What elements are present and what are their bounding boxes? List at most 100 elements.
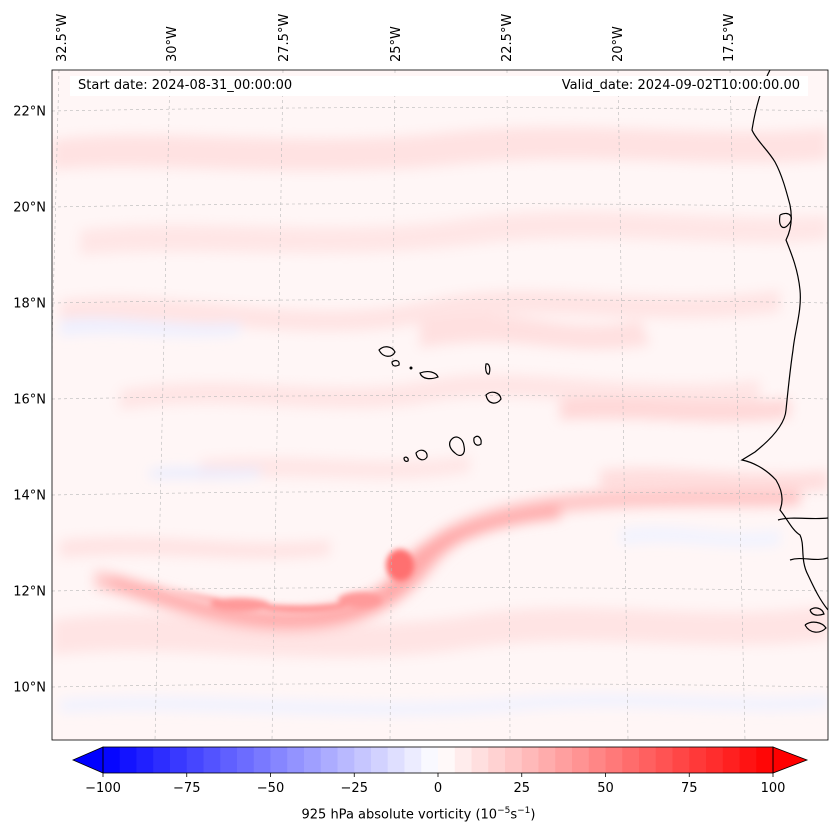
bijagos-islands [804, 621, 827, 633]
colorbar-tick-label: 25 [513, 781, 530, 796]
colorbar-level [438, 747, 456, 773]
colorbar-level [371, 747, 389, 773]
cape-verde-sal [485, 363, 491, 375]
colorbar-level [203, 747, 221, 773]
colorbar-tick-label: 75 [681, 781, 698, 796]
colorbar-level [119, 747, 138, 773]
colorbar-level [689, 747, 707, 773]
colorbar-level [672, 747, 690, 773]
lon-label: 25°W [389, 26, 404, 62]
longitude-labels: 32.5°W 30°W 27.5°W 25°W 22.5°W 20°W 17.5… [55, 14, 737, 62]
colorbar-level [237, 747, 255, 773]
vorticity-core [150, 549, 414, 612]
lat-label: 12°N [13, 585, 46, 600]
colorbar-tick-label: 0 [434, 781, 442, 796]
lon-label: 17.5°W [722, 14, 737, 62]
colorbar-level [505, 747, 523, 773]
colorbar-level [555, 747, 573, 773]
colorbar-level [588, 747, 607, 773]
cape-verde-fogo [415, 449, 428, 461]
lon-label: 22.5°W [500, 14, 515, 62]
lat-label: 20°N [13, 201, 46, 216]
colorbar-level [354, 747, 372, 773]
lat-label: 14°N [13, 489, 46, 504]
cape-verde-boa-vista [485, 391, 502, 404]
colorbar-levels [103, 747, 774, 773]
colorbar-label-suffix: ) [530, 807, 536, 823]
cape-verde-santo-antao [378, 346, 396, 357]
colorbar-level [421, 747, 439, 773]
colorbar-level [287, 747, 305, 773]
vorticity-streak [95, 488, 800, 633]
lon-label: 20°W [611, 26, 626, 62]
colorbar-level [454, 747, 473, 773]
colorbar-level [387, 747, 406, 773]
lon-label: 32.5°W [55, 14, 70, 62]
colorbar-tick-label: 100 [761, 781, 786, 796]
coast-inlet-north [779, 212, 792, 229]
colorbar-level [622, 747, 640, 773]
colorbar-tick-label: 50 [597, 781, 614, 796]
africa-coastline [740, 70, 828, 611]
colorbar-level [655, 747, 674, 773]
colorbar-label-exponent-1: −5 [497, 806, 511, 816]
colorbar-level [153, 747, 171, 773]
colorbar-level [270, 747, 288, 773]
lon-label: 27.5°W [277, 14, 292, 62]
colorbar-level [722, 747, 741, 773]
colorbar-level [605, 747, 623, 773]
colorbar-level [706, 747, 724, 773]
graticule [52, 70, 828, 740]
colorbar-label: 925 hPa absolute vorticity (10−5s−1) [0, 806, 837, 822]
colorbar-level [471, 747, 489, 773]
map-panel [52, 70, 828, 740]
colorbar-min-extend [71, 746, 104, 774]
cape-verde-sao-nicolau [419, 371, 439, 380]
lat-label: 18°N [13, 297, 46, 312]
colorbar-tick-label: −50 [257, 781, 284, 796]
colorbar-level [404, 747, 422, 773]
colorbar-level [186, 747, 205, 773]
start-date-label: Start date: 2024-08-31_00:00:00 [78, 78, 293, 93]
colorbar-level [253, 747, 272, 773]
lat-label: 16°N [13, 393, 46, 408]
colorbar-max-extend [772, 746, 809, 774]
colorbar-level [639, 747, 657, 773]
colorbar-level [572, 747, 590, 773]
cape-verde-maio [473, 435, 482, 446]
cape-verde-brava [403, 456, 409, 462]
colorbar-label-prefix: 925 hPa absolute vorticity (10 [301, 807, 498, 823]
cape-verde-sao-vicente [391, 359, 400, 367]
colorbar-ticks: −100 −75 −50 −25 0 25 50 75 100 [85, 773, 785, 796]
colorbar-level [103, 747, 121, 773]
colorbar-level [320, 747, 339, 773]
lon-label: 30°W [165, 26, 180, 62]
colorbar-tick-label: −75 [173, 781, 200, 796]
colorbar-level [521, 747, 540, 773]
latitude-labels: 22°N 20°N 18°N 16°N 14°N 12°N 10°N [13, 105, 46, 696]
colorbar: −100 −75 −50 −25 0 25 50 75 100 [71, 746, 809, 796]
colorbar-level [304, 747, 322, 773]
bijagos-islands-2 [809, 607, 825, 616]
colorbar-level [488, 747, 506, 773]
colorbar-level [337, 747, 355, 773]
colorbar-level [170, 747, 188, 773]
colorbar-label-unit: s [510, 807, 518, 823]
colorbar-tick-label: −25 [341, 781, 368, 796]
colorbar-level [739, 747, 757, 773]
lat-label: 22°N [13, 105, 46, 120]
coastlines [378, 70, 828, 633]
date-banner: Start date: 2024-08-31_00:00:00 Valid_da… [70, 76, 808, 96]
colorbar-label-exponent-2: −1 [517, 806, 531, 816]
colorbar-level [136, 747, 154, 773]
colorbar-level [756, 747, 774, 773]
colorbar-tick-label: −100 [85, 781, 121, 796]
colorbar-level [538, 747, 556, 773]
colorbar-level [220, 747, 238, 773]
coast-inlet-guinea [789, 557, 828, 561]
map-frame [51, 69, 829, 741]
cape-verde-santa-luzia [409, 366, 413, 370]
lat-label: 10°N [13, 681, 46, 696]
cape-verde-santiago [449, 436, 465, 456]
